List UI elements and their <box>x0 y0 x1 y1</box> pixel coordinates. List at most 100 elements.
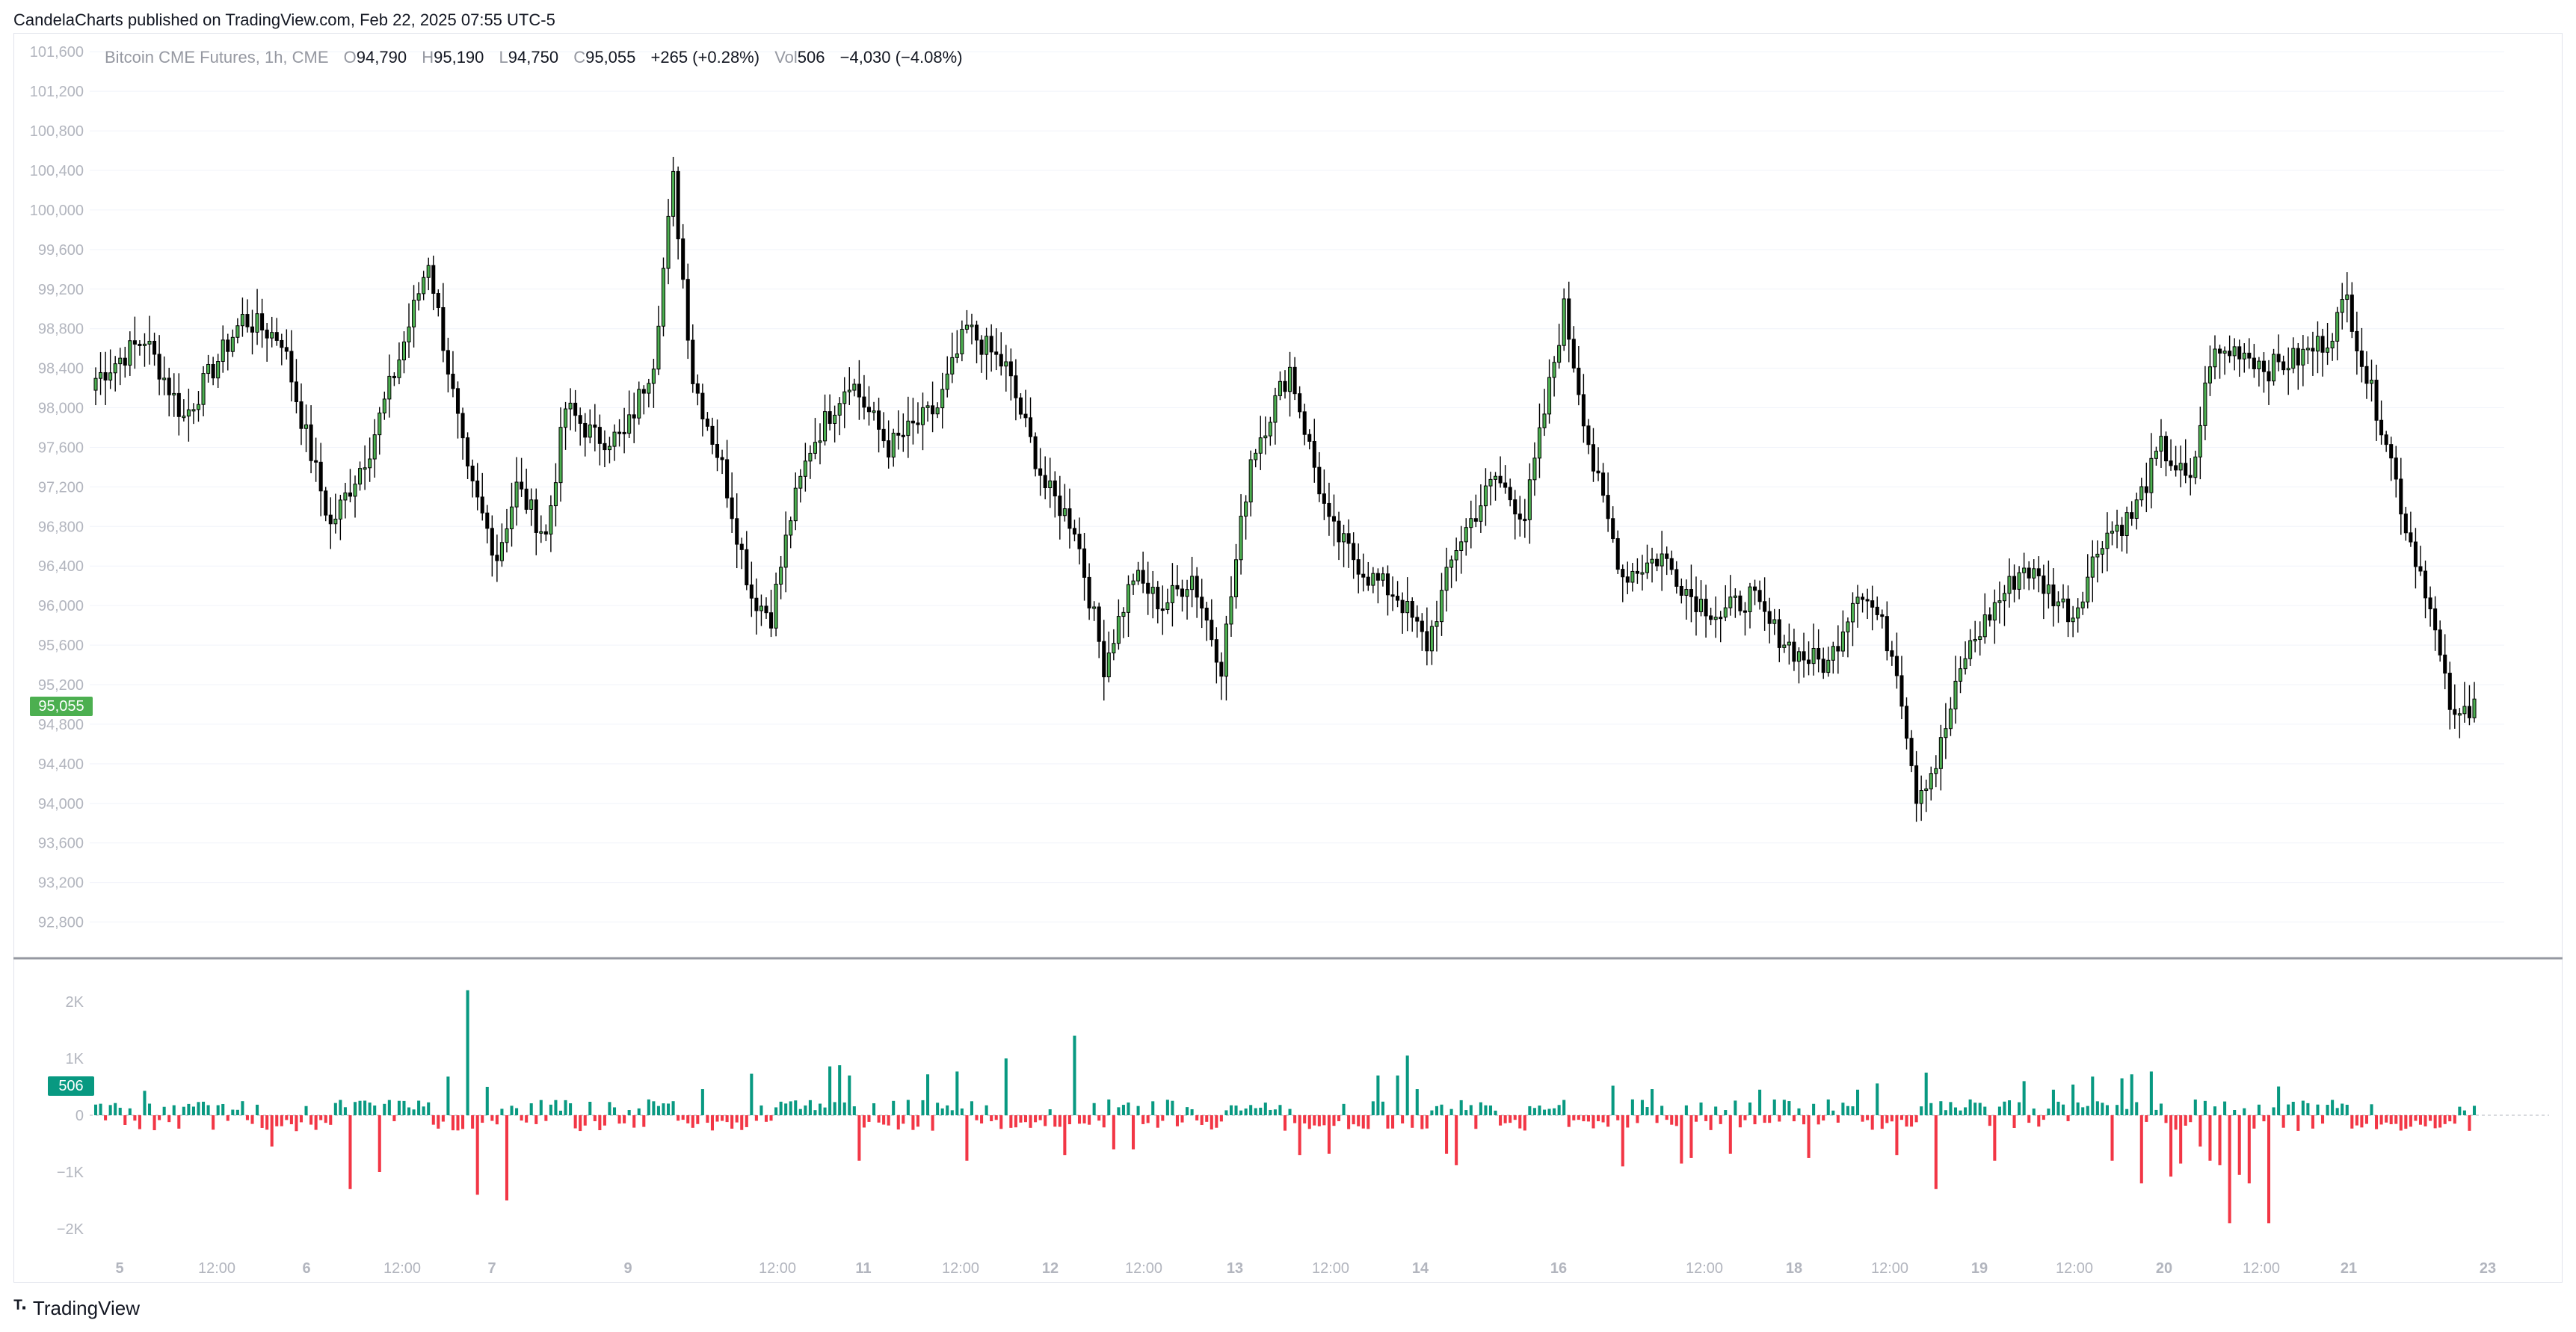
volume-bar-down <box>1298 1115 1301 1156</box>
volume-bar-up <box>784 1103 788 1115</box>
volume-bar-up <box>2193 1100 2197 1115</box>
volume-bar-up <box>1092 1103 1096 1115</box>
footer[interactable]: ᵀ∙ TradingView <box>13 1296 140 1320</box>
volume-bar-up <box>1953 1107 1958 1115</box>
candle-up <box>793 487 798 522</box>
volume-bar-up <box>191 1106 195 1115</box>
candle-down <box>1366 576 1370 586</box>
volume-bar-up <box>216 1105 220 1115</box>
candle-up <box>529 499 534 510</box>
candle-up <box>1273 395 1278 423</box>
volume-bar-down <box>2409 1115 2412 1127</box>
volume-bar-down <box>324 1115 327 1123</box>
candle-down <box>2413 541 2418 567</box>
legend-low-value: 94,750 <box>508 48 559 67</box>
volume-bar-up <box>529 1103 533 1115</box>
candle-down <box>641 389 646 394</box>
volume-bar-down <box>1474 1115 1478 1129</box>
volume-bar-down <box>1499 1115 1503 1126</box>
candle-up <box>514 481 519 508</box>
candle-down <box>1615 538 1620 570</box>
volume-bar-down <box>2174 1115 2178 1130</box>
volume-bar-down <box>867 1115 871 1122</box>
candle-up <box>240 314 244 327</box>
candle-up <box>1106 653 1111 678</box>
candle-down <box>2443 654 2447 674</box>
volume-bar-up <box>485 1087 489 1115</box>
candle-up <box>216 361 221 379</box>
volume-bar-down <box>1200 1115 1204 1125</box>
price-tick-label: 96,400 <box>38 558 84 575</box>
candle-down <box>999 354 1003 367</box>
volume-bar-down <box>525 1115 529 1123</box>
volume-bar-down <box>212 1115 215 1130</box>
candle-down <box>280 339 284 348</box>
volume-bar-up <box>1528 1106 1532 1115</box>
candle-down <box>1023 413 1028 419</box>
candle-up <box>422 277 426 295</box>
volume-bar-up <box>1630 1099 1634 1115</box>
candle-up <box>607 445 611 451</box>
candle-up <box>1268 422 1272 437</box>
candle-up <box>1532 457 1537 481</box>
volume-bar-down <box>544 1115 548 1121</box>
candle-down <box>2320 336 2325 353</box>
candle-down <box>309 424 313 461</box>
candle-down <box>749 584 754 599</box>
volume-bar-down <box>677 1115 680 1121</box>
chart-frame[interactable] <box>13 33 2563 1283</box>
volume-bar-up <box>1449 1109 1453 1115</box>
candle-up <box>651 369 656 384</box>
candle-down <box>543 531 548 535</box>
volume-bar-down <box>1753 1115 1757 1125</box>
volume-bar-up <box>1151 1101 1155 1115</box>
candle-down <box>103 371 108 380</box>
volume-bar-up <box>108 1105 112 1115</box>
volume-bar-down <box>456 1115 460 1131</box>
volume-bar-up <box>206 1105 210 1115</box>
candle-down <box>1988 614 1992 621</box>
volume-bar-up <box>1944 1110 1947 1115</box>
price-tick-label: 100,000 <box>30 203 84 219</box>
volume-bar-down <box>1156 1115 1159 1128</box>
candle-up <box>338 499 342 519</box>
candle-up <box>1469 518 1473 528</box>
candle-up <box>1992 602 1997 621</box>
volume-bar-down <box>730 1115 734 1129</box>
volume-bar-up <box>1469 1105 1473 1115</box>
volume-bar-down <box>1513 1115 1517 1120</box>
volume-bar-down <box>2321 1115 2325 1124</box>
volume-bar-down <box>2027 1115 2031 1123</box>
candle-down <box>2267 371 2271 382</box>
volume-bar-down <box>1034 1115 1038 1123</box>
volume-bar-down <box>1337 1115 1341 1121</box>
candle-down <box>392 375 396 378</box>
volume-bar-down <box>152 1115 156 1131</box>
price-tick-label: 100,400 <box>30 163 84 179</box>
candle-up <box>1342 533 1346 543</box>
candle-down <box>1204 608 1209 621</box>
candle-down <box>2066 598 2071 623</box>
candle-down <box>1777 619 1781 648</box>
candle-up <box>779 567 783 585</box>
volume-bar-up <box>197 1102 200 1115</box>
volume-bar-up <box>114 1103 117 1115</box>
candle-up <box>1953 680 1958 710</box>
candle-down <box>157 354 161 380</box>
volume-bar-up <box>921 1100 925 1115</box>
candle-down <box>470 465 475 481</box>
candle-down <box>1298 393 1302 413</box>
candle-up <box>147 340 152 345</box>
candle-down <box>1352 543 1356 561</box>
volume-bar-down <box>1866 1115 1870 1120</box>
candle-up <box>1233 559 1239 597</box>
candle-down <box>2355 330 2359 351</box>
candle-down <box>1283 380 1287 392</box>
candle-down <box>1606 495 1610 519</box>
candle-down <box>1361 573 1366 578</box>
candle-up <box>2242 352 2246 360</box>
price-tick-label: 97,600 <box>38 440 84 456</box>
x-tick-label: 12:00 <box>1871 1260 1908 1277</box>
candle-down <box>1014 375 1018 398</box>
